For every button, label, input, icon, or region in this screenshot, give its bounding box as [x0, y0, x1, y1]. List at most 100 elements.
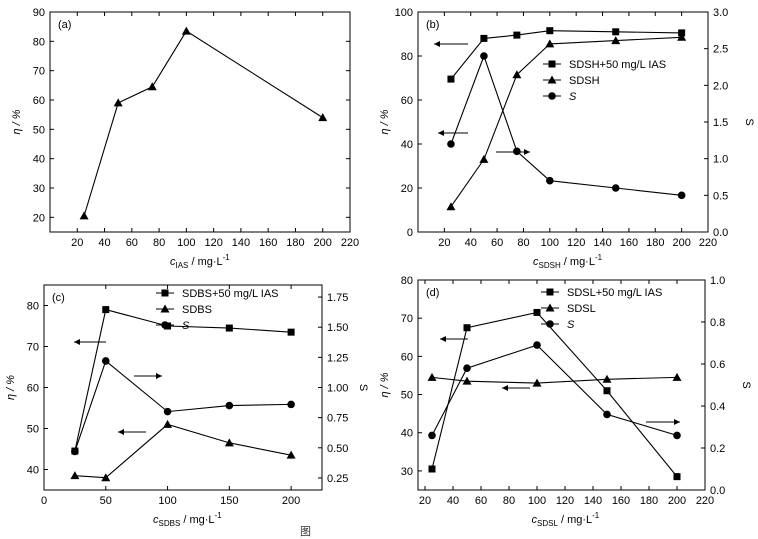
plot-frame — [417, 279, 706, 491]
x-tick-label: 60 — [475, 495, 487, 507]
series-line-2 — [450, 36, 682, 208]
y-axis-label: η / % — [5, 375, 17, 400]
annotation-arrow-1-head — [440, 336, 446, 342]
x-tick-label: 120 — [567, 237, 585, 249]
x-tick-label: 200 — [668, 495, 686, 507]
y2-tick-label: 1.00 — [327, 383, 348, 395]
y-tick-label: 0 — [407, 227, 413, 239]
series-line-1 — [431, 311, 678, 477]
y-tick-label: 40 — [401, 139, 413, 151]
data-point-3 — [428, 431, 436, 440]
y-tick-label: 50 — [33, 124, 45, 136]
legend-entry-2: SDBS — [182, 304, 212, 316]
series-line-2 — [74, 423, 292, 479]
legend-marker — [548, 60, 556, 68]
y-tick-label: 90 — [33, 7, 45, 19]
annotation-arrow-1-head — [74, 339, 80, 345]
x-tick-label: 40 — [98, 237, 110, 249]
x-tick-label: 180 — [646, 237, 664, 249]
y-tick-label: 20 — [401, 183, 413, 195]
chart-panel-1: 20 40 60 80 100 120 140 160 180 200 220 20 30 40 50 60 7… — [11, 7, 359, 270]
panel-label: (b) — [426, 19, 439, 31]
y-axis-label: η / % — [11, 109, 23, 134]
x-tick-label: 150 — [220, 495, 238, 507]
legend-marker — [547, 75, 557, 84]
y-tick-label: 40 — [27, 465, 39, 477]
y-tick-label: 60 — [401, 351, 413, 363]
data-point-1 — [546, 27, 554, 35]
chart-panel-2: 20 40 60 80 100 120 140 160 180 200 220 0 20 40 60 80 10… — [379, 7, 755, 270]
x-tick-label: 180 — [640, 495, 658, 507]
x-tick-label: 100 — [528, 495, 546, 507]
y2-tick-label: 1.50 — [327, 322, 348, 334]
data-point-2 — [224, 438, 234, 447]
annotation-arrow-1-head — [434, 41, 440, 47]
x-tick-label: 200 — [672, 237, 690, 249]
x-tick-label: 220 — [696, 495, 714, 507]
data-point-2 — [672, 372, 682, 381]
annotation-arrow-3-head — [674, 419, 680, 425]
data-point-2 — [286, 450, 296, 459]
x-tick-label: 20 — [419, 495, 431, 507]
y2-tick-label: 1.5 — [713, 117, 728, 129]
data-point-3 — [677, 191, 686, 200]
data-point-1 — [612, 28, 620, 36]
data-point-2 — [512, 70, 522, 79]
annotation-arrow-3-head — [118, 429, 124, 435]
data-point-1 — [603, 387, 611, 395]
x-tick-label: 80 — [153, 237, 165, 249]
data-point-2 — [545, 39, 555, 48]
data-point-3 — [163, 407, 172, 416]
x-tick-label: 100 — [177, 237, 195, 249]
legend-marker — [161, 289, 169, 297]
data-point-3 — [447, 140, 455, 148]
legend-marker — [548, 92, 556, 100]
x-tick-label: 60 — [491, 237, 503, 249]
data-point-1 — [79, 211, 89, 220]
data-point-3 — [673, 431, 681, 440]
x-tick-label: 20 — [71, 237, 83, 249]
x-tick-label: 160 — [620, 237, 638, 249]
series-line-3 — [74, 360, 292, 452]
legend-marker — [545, 303, 555, 312]
data-point-3 — [101, 357, 110, 365]
chart-panel-4: 20 40 60 80 100 120 140 160 180 200 220 30 40 50 60 70 8… — [379, 275, 752, 528]
y-tick-label: 60 — [401, 95, 413, 107]
y2-tick-label: 0.5 — [713, 190, 728, 202]
x-axis-label: cSDSL / mg·L-1 — [532, 511, 600, 528]
x-axis-label: cSDBS / mg·L-1 — [153, 511, 222, 528]
y2-tick-label: 0.0 — [713, 227, 728, 239]
legend-marker — [160, 304, 170, 313]
legend-entry-1: SDSL+50 mg/L IAS — [567, 287, 662, 299]
y2-tick-label: 1.0 — [713, 154, 728, 166]
x-tick-label: 140 — [584, 495, 602, 507]
y-tick-label: 60 — [33, 95, 45, 107]
figure-caption: 图 — [300, 525, 311, 538]
y-tick-label: 40 — [33, 154, 45, 166]
data-point-2 — [101, 473, 111, 482]
y-tick-label: 50 — [401, 390, 413, 402]
data-point-1 — [463, 324, 471, 332]
x-tick-label: 20 — [438, 237, 450, 249]
x-tick-label: 100 — [541, 237, 559, 249]
data-point-1 — [181, 26, 191, 35]
series-line-1 — [83, 30, 324, 217]
y-tick-label: 40 — [401, 428, 413, 440]
data-point-1 — [287, 328, 295, 336]
data-point-2 — [70, 471, 80, 480]
series-line-3 — [450, 54, 682, 196]
data-point-3 — [513, 147, 521, 156]
series-line-3 — [431, 344, 678, 436]
data-point-3 — [463, 364, 471, 373]
data-point-1 — [428, 465, 436, 473]
y2-tick-label: 2.5 — [713, 44, 728, 56]
data-point-2 — [446, 202, 456, 211]
x-tick-label: 100 — [158, 495, 176, 507]
y-axis-label: η / % — [379, 372, 391, 397]
x-tick-label: 120 — [556, 495, 574, 507]
chart-panel-3: 0 50 100 150 200 40 50 60 70 80 0.25 0.50 0.75 1.00 1.… — [5, 284, 369, 528]
data-point-2 — [462, 376, 472, 385]
y2-tick-label: 0.25 — [327, 473, 348, 485]
x-tick-label: 60 — [126, 237, 138, 249]
x-tick-label: 80 — [517, 237, 529, 249]
